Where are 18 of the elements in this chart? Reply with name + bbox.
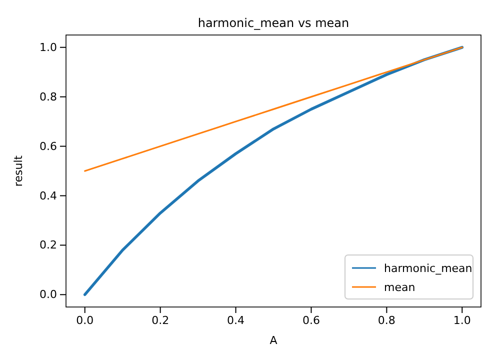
y-tick-label: 0.6: [40, 140, 57, 153]
x-tick-label: 0.8: [378, 314, 396, 327]
chart-title: harmonic_mean vs mean: [198, 16, 350, 30]
x-tick-label: 0.6: [302, 314, 320, 327]
y-tick-label: 1.0: [40, 40, 57, 54]
legend-label: mean: [384, 281, 416, 294]
y-tick-label: 0.4: [40, 189, 57, 202]
x-tick-label: 0.0: [76, 314, 94, 327]
x-axis-title: A: [270, 334, 278, 347]
y-tick-label: 0.0: [40, 288, 57, 302]
legend-label: harmonic_mean: [384, 262, 472, 275]
x-tick-label: 0.2: [152, 314, 170, 327]
y-axis-title: result: [12, 154, 25, 187]
line-series: [84, 46, 463, 172]
x-tick-label: 1.0: [453, 314, 471, 327]
y-tick-label: 0.8: [40, 90, 57, 104]
x-tick-label: 0.4: [227, 314, 245, 327]
y-tick-label: 0.2: [40, 238, 57, 252]
